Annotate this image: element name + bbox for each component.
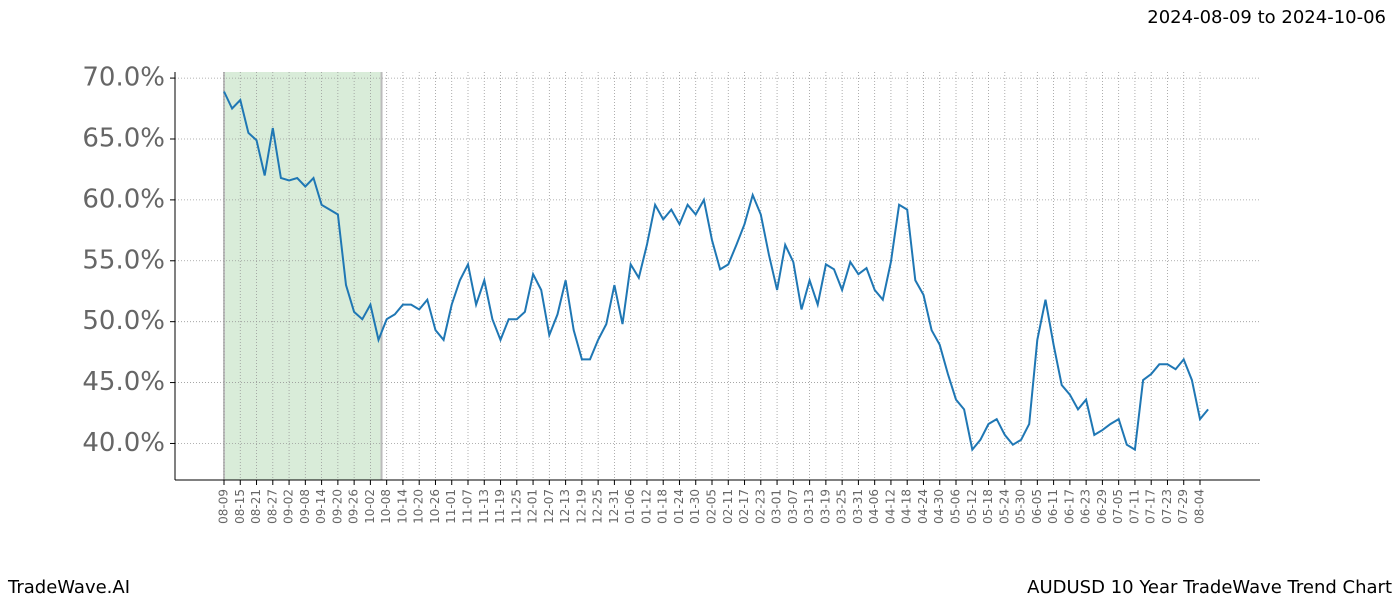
x-tick-label: 07-23 <box>1160 489 1174 524</box>
x-tick-label: 05-30 <box>1014 489 1028 524</box>
x-tick-label: 03-19 <box>818 489 832 524</box>
x-tick-label: 10-20 <box>412 489 426 524</box>
x-tick-label: 05-24 <box>997 489 1011 524</box>
x-tick-label: 09-02 <box>282 489 296 524</box>
x-tick-label: 06-17 <box>1062 489 1076 524</box>
chart-title: 2024-08-09 to 2024-10-06 <box>1147 7 1386 28</box>
x-tick-label: 08-04 <box>1193 489 1207 524</box>
x-tick-label: 11-07 <box>461 489 475 524</box>
x-tick-label: 01-30 <box>688 489 702 524</box>
x-tick-label: 03-07 <box>786 489 800 524</box>
x-tick-label: 09-26 <box>347 489 361 524</box>
x-tick-label: 08-27 <box>265 489 279 524</box>
x-tick-label: 07-11 <box>1127 489 1141 524</box>
x-tick-label: 05-06 <box>949 489 963 524</box>
trend-line <box>223 91 1209 452</box>
x-tick-label: 09-20 <box>330 489 344 524</box>
y-tick-label: 60.0% <box>82 184 165 214</box>
x-tick-label: 04-12 <box>883 489 897 524</box>
y-tick-label: 65.0% <box>82 123 165 153</box>
x-tick-label: 11-19 <box>493 489 507 524</box>
x-tick-label: 03-13 <box>802 489 816 524</box>
x-tick-label: 12-07 <box>542 489 556 524</box>
x-tick-label: 09-14 <box>314 489 328 524</box>
x-tick-label: 03-25 <box>835 489 849 524</box>
y-tick-label: 70.0% <box>82 63 165 93</box>
x-tick-label: 03-01 <box>770 489 784 524</box>
x-tick-label: 05-18 <box>981 489 995 524</box>
x-tick-label: 12-19 <box>574 489 588 524</box>
x-tick-label: 06-05 <box>1030 489 1044 524</box>
y-tick-label: 40.0% <box>82 428 165 458</box>
x-tick-label: 10-26 <box>428 489 442 524</box>
x-tick-label: 08-09 <box>217 489 231 524</box>
x-tick-label: 06-29 <box>1095 489 1109 524</box>
x-tick-label: 09-08 <box>298 489 312 524</box>
x-tick-label: 08-21 <box>249 489 263 524</box>
x-tick-label: 03-31 <box>851 489 865 524</box>
x-tick-label: 02-17 <box>737 489 751 524</box>
y-tick-label: 45.0% <box>82 367 165 397</box>
x-tick-label: 12-13 <box>558 489 572 524</box>
x-tick-label: 10-02 <box>363 489 377 524</box>
x-tick-label: 04-18 <box>900 489 914 524</box>
x-tick-label: 12-31 <box>607 489 621 524</box>
y-tick-label: 55.0% <box>82 245 165 275</box>
x-tick-label: 12-25 <box>591 489 605 524</box>
footer-right: AUDUSD 10 Year TradeWave Trend Chart <box>1027 577 1392 598</box>
x-tick-label: 04-24 <box>916 489 930 524</box>
x-tick-label: 01-12 <box>639 489 653 524</box>
x-tick-label: 04-06 <box>867 489 881 524</box>
x-tick-label: 11-13 <box>477 489 491 524</box>
x-tick-label: 01-24 <box>672 489 686 524</box>
x-tick-label: 04-30 <box>932 489 946 524</box>
x-tick-label: 06-11 <box>1046 489 1060 524</box>
highlight-span <box>224 72 382 480</box>
footer-left: TradeWave.AI <box>7 577 130 598</box>
x-tick-label: 07-29 <box>1176 489 1190 524</box>
x-tick-label: 01-06 <box>623 489 637 524</box>
x-tick-label: 01-18 <box>656 489 670 524</box>
x-tick-label: 10-08 <box>379 489 393 524</box>
x-tick-label: 08-15 <box>233 489 247 524</box>
x-tick-label: 05-12 <box>965 489 979 524</box>
y-tick-label: 50.0% <box>82 306 165 336</box>
x-tick-label: 10-14 <box>395 489 409 524</box>
x-tick-label: 06-23 <box>1079 489 1093 524</box>
x-tick-label: 12-01 <box>526 489 540 524</box>
x-tick-label: 07-17 <box>1144 489 1158 524</box>
x-tick-label: 02-23 <box>753 489 767 524</box>
x-tick-label: 02-11 <box>721 489 735 524</box>
x-tick-label: 11-01 <box>444 489 458 524</box>
x-tick-label: 02-05 <box>705 489 719 524</box>
x-tick-label: 11-25 <box>509 489 523 524</box>
x-tick-label: 07-05 <box>1111 489 1125 524</box>
